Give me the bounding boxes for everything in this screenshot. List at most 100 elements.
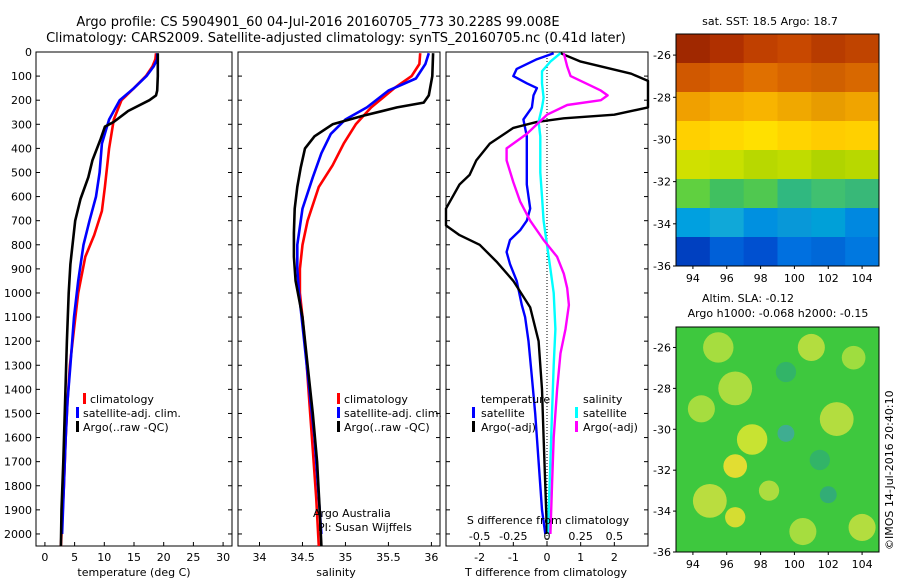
y-tick-label: -32 [653, 176, 671, 189]
legend-swatch-s-argo [575, 421, 578, 432]
legend-label-satellite: satellite-adj. clim. [344, 407, 442, 420]
legend-label-climatology: climatology [344, 393, 408, 406]
heatmap-cell [777, 92, 812, 122]
sla-feature-low [809, 449, 830, 471]
x-tick-label: 104 [852, 558, 873, 571]
annotation-program: Argo Australia [313, 507, 391, 520]
sla-feature-high [797, 333, 825, 361]
heatmap-cell [709, 150, 745, 180]
heatmap-cell [811, 179, 846, 209]
series-line-satellite-adj-clim- [60, 53, 159, 535]
heatmap-cell [777, 34, 812, 64]
map-frame [675, 33, 880, 267]
x-tick-label: 102 [818, 272, 839, 285]
s-tick-label: -0.25 [499, 530, 527, 543]
y-tick-label: -34 [653, 218, 671, 231]
heatmap-cell [777, 63, 812, 93]
heatmap-cell [811, 92, 846, 122]
x-tick-label: 0 [544, 551, 551, 564]
x-tick-label: 20 [157, 551, 171, 564]
heatmap-cell [709, 63, 745, 93]
legend-swatch-argo [76, 421, 79, 432]
sla-feature-high [758, 480, 780, 501]
heatmap-cell [845, 150, 880, 180]
heatmap-cell [709, 92, 745, 122]
depth-tick-label: 2000 [4, 528, 32, 541]
y-tick-label: -36 [653, 260, 671, 273]
x-tick-label: 0 [41, 551, 48, 564]
y-tick-label: -30 [653, 423, 671, 436]
salinity-plot-area [237, 51, 441, 547]
difference-panel: -2 -1 0 1 2 -0.5 -0.25 0 0.25 0.5 S difference f… [444, 51, 650, 579]
sla-feature-high [819, 402, 854, 436]
y-tick-label: -32 [653, 464, 671, 477]
heatmap-cell [743, 179, 778, 209]
sla-feature-high [703, 332, 734, 363]
sla-feature-low [775, 361, 797, 383]
depth-tick-label: 100 [11, 70, 32, 83]
y-tick-label: -28 [653, 382, 671, 395]
depth-tick-label: 1200 [4, 335, 32, 348]
heatmap-cell [743, 208, 778, 238]
title-line-1: Argo profile: CS 5904901_60 04-Jul-2016 … [76, 15, 559, 30]
legend-swatch-climatology [337, 393, 340, 404]
plot-frame [237, 51, 441, 547]
x-tick-label: 98 [754, 558, 768, 571]
series-line-argo-raw-qc- [59, 53, 160, 547]
x-tick-label: 35 [338, 551, 352, 564]
s-tick-label: 0 [544, 530, 551, 543]
legend-swatch-argo [337, 421, 340, 432]
temperature-panel: 0100200300400500600700800900100011001200… [4, 46, 233, 579]
x-tick-label: 94 [686, 558, 700, 571]
depth-tick-label: 0 [25, 46, 32, 59]
legend-swatch-t-argo [472, 421, 475, 432]
sla-feature-high [725, 507, 746, 528]
legend-label-t-argo: Argo(-adj) [481, 421, 536, 434]
depth-tick-label: 200 [11, 94, 32, 107]
sla-feature-low [777, 424, 795, 442]
x-tick-label: 100 [784, 558, 805, 571]
legend-swatch-satellite [337, 407, 340, 418]
heatmap-cell [777, 121, 812, 151]
x-tick-label: 98 [754, 272, 768, 285]
heatmap-cell [676, 121, 711, 151]
heatmap-cell [845, 179, 880, 209]
sla-map-panel: Altim. SLA: -0.12 Argo h1000: -0.068 h20… [653, 292, 880, 571]
temperature-x-ticks: 0 5 10 15 20 25 30 [41, 551, 230, 564]
heatmap-cell [811, 63, 846, 93]
x-tick-label: 1 [577, 551, 584, 564]
heatmap-cell [777, 208, 812, 238]
x-tick-label: 30 [216, 551, 230, 564]
heatmap-cell [845, 63, 880, 93]
heatmap-cell [777, 237, 812, 267]
salinity-x-label: salinity [316, 566, 356, 579]
legend-label-s-argo: Argo(-adj) [583, 421, 638, 434]
heatmap-cell [811, 208, 846, 238]
depth-tick-labels: 0 100 200 300 400 500 600 700 800 900 1000 1100 1200… [4, 46, 32, 541]
y-tick-label: -28 [653, 91, 671, 104]
sla-heatmap [673, 326, 880, 555]
sla-map-y-ticks: -26 -28 -30 -32 -34 -36 [653, 341, 671, 559]
annotation-pi: PI: Susan Wijffels [318, 521, 412, 534]
heatmap-cell [777, 179, 812, 209]
t-difference-x-ticks: -2 -1 0 1 2 [474, 551, 618, 564]
x-tick-label: 36 [424, 551, 438, 564]
x-tick-label: 94 [686, 272, 700, 285]
sst-map-x-ticks: 94 96 98 100 102 104 [686, 272, 873, 285]
heatmap-cell [845, 208, 880, 238]
sla-feature-high [848, 513, 876, 541]
depth-tick-label: 400 [11, 142, 32, 155]
sla-feature-high [692, 483, 727, 518]
legend-label-satellite: satellite-adj. clim. [83, 407, 181, 420]
depth-tick-label: 1800 [4, 480, 32, 493]
legend-swatch-t-satellite [472, 407, 475, 418]
x-tick-label: -1 [508, 551, 519, 564]
x-tick-label: 5 [71, 551, 78, 564]
credit-text: ©IMOS 14-Jul-2016 20:40:10 [883, 390, 896, 550]
sla-feature-high [687, 395, 715, 423]
depth-tick-label: 1400 [4, 383, 32, 396]
heatmap-cell [743, 92, 778, 122]
heatmap-cell [676, 92, 711, 122]
sla-feature-high [841, 345, 866, 370]
